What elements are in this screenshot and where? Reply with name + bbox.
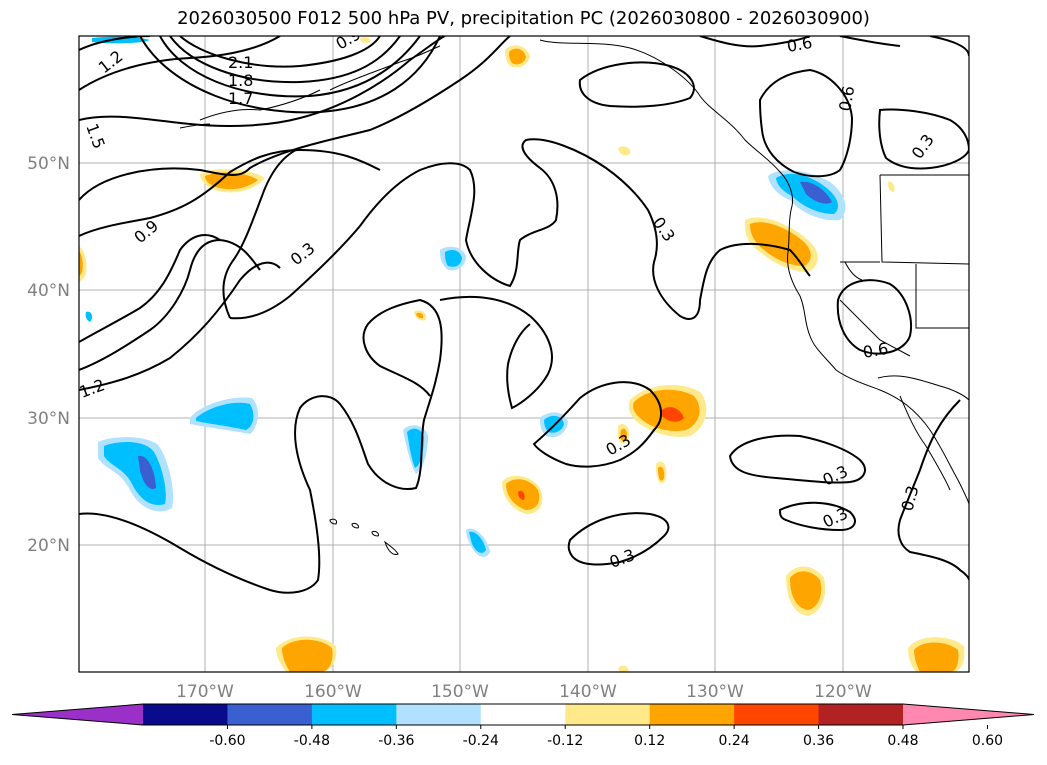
lat-label: 30°N — [27, 409, 70, 429]
contour-label: 1.8 — [228, 71, 253, 90]
colorbar-segment — [396, 704, 482, 725]
colorbar-segment — [227, 704, 313, 725]
lon-label: 130°W — [686, 682, 744, 702]
longitude-labels: 170°W 160°W 150°W 140°W 130°W 120°W — [176, 682, 872, 702]
latitude-labels: 50°N 40°N 30°N 20°N — [27, 154, 70, 556]
contour-label: 1.7 — [228, 89, 253, 108]
lon-label: 160°W — [304, 682, 362, 702]
contour-label: 0.6 — [835, 84, 858, 112]
colorbar-tick-label: -0.60 — [209, 733, 245, 749]
colorbar-tick-label: -0.48 — [294, 733, 330, 749]
colorbar-tick-label: 0.24 — [719, 733, 750, 749]
colorbar-segment — [480, 704, 566, 725]
contour-label: 0.6 — [785, 33, 813, 56]
colorbar-tick-label: 0.60 — [972, 733, 1003, 749]
lat-label: 40°N — [27, 281, 70, 301]
lon-label: 170°W — [176, 682, 234, 702]
pv-contours — [79, 36, 969, 594]
colorbar-segment — [143, 704, 228, 725]
colorbar: -0.60 -0.48 -0.36 -0.24 -0.12 0.12 0.24 0.36 0.4… — [11, 703, 1035, 749]
positive-anomaly-areas — [79, 37, 965, 672]
coastlines — [179, 39, 969, 555]
colorbar-extend-low — [12, 704, 143, 725]
colorbar-segment — [311, 704, 397, 725]
colorbar-segment — [818, 704, 904, 725]
map-area — [79, 36, 969, 672]
colorbar-segment — [649, 704, 735, 725]
lon-label: 140°W — [559, 682, 617, 702]
colorbar-tick-label: -0.12 — [547, 733, 583, 749]
lat-label: 50°N — [27, 154, 70, 174]
lon-label: 120°W — [814, 682, 872, 702]
colorbar-segment — [734, 704, 820, 725]
lat-label: 20°N — [27, 536, 70, 556]
colorbar-tick-label: 0.48 — [887, 733, 918, 749]
map-border — [78, 35, 970, 673]
map-title: 2026030500 F012 500 hPa PV, precipitatio… — [177, 8, 870, 29]
colorbar-segment — [565, 704, 651, 725]
lon-label: 150°W — [431, 682, 489, 702]
colorbar-tick-label: -0.24 — [463, 733, 499, 749]
colorbar-extend-high — [903, 704, 1034, 725]
colorbar-tick-label: 0.12 — [634, 733, 665, 749]
colorbar-outline — [11, 703, 1035, 726]
contour-label: 0.6 — [861, 339, 889, 362]
colorbar-tick-label: 0.36 — [803, 733, 834, 749]
colorbar-tick-label: -0.36 — [378, 733, 414, 749]
gridlines — [79, 36, 969, 672]
contour-label: 2.1 — [228, 53, 253, 72]
